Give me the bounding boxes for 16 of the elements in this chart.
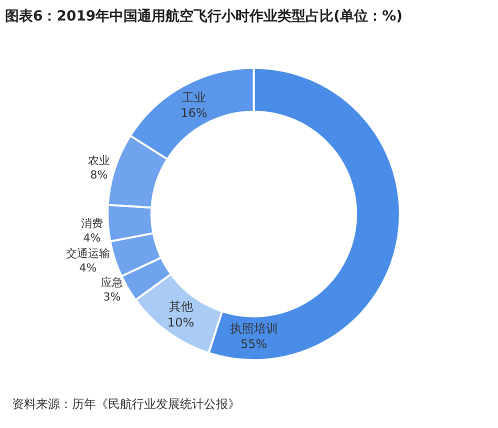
data-label: 8%	[90, 168, 108, 182]
slice-label: 应急	[101, 276, 123, 289]
slice-label: 消费	[81, 217, 103, 230]
slice-label: 其他	[168, 300, 193, 314]
chart-title: 图表6：2019年中国通用航空飞行小时作业类型占比(单位：%)	[4, 8, 403, 24]
data-label: 4%	[79, 261, 97, 274]
data-label: 10%	[167, 315, 194, 330]
slice-label: 交通运输	[66, 247, 110, 260]
data-label: 16%	[180, 106, 208, 120]
slice-label: 工业	[182, 90, 206, 104]
data-label: 55%	[240, 337, 268, 352]
text: 资料来源：历年《民航行业发展统计公报》	[12, 397, 240, 411]
data-label: 3%	[103, 290, 121, 304]
slice-label: 执照培训	[230, 322, 278, 336]
data-label: 4%	[83, 231, 101, 244]
slice-label: 农业	[88, 154, 110, 167]
